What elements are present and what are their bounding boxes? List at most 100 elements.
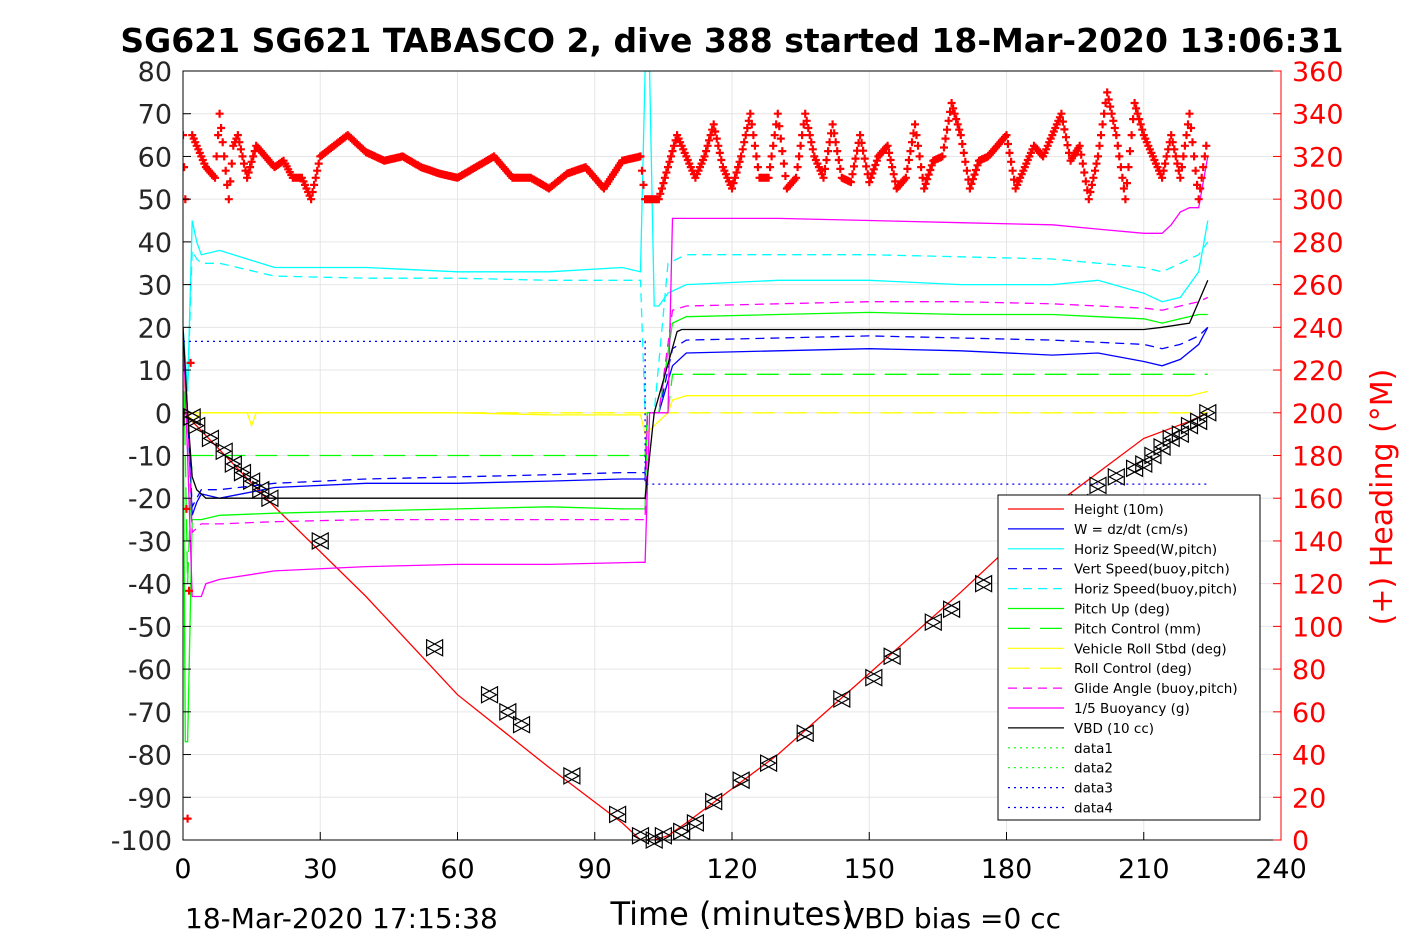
heading-point [824,147,833,156]
heading-point [802,116,811,125]
depth-marker-left [865,668,883,687]
heading-point [917,163,926,172]
heading-point [1092,159,1101,168]
heading-point [926,166,935,174]
heading-point [901,173,910,182]
series-horiz [183,71,1209,392]
heading-point [1135,115,1144,124]
heading-point [1094,152,1102,161]
heading-point [846,178,855,187]
heading-point [885,148,894,157]
heading-point [970,170,979,179]
heading-point [766,163,775,172]
right-tick-label: 300 [1292,185,1344,216]
y-axis-ticks: 80 70 60 50 40 30 20 10 0 -10 -20 -30 -40 -50 -60 -70 -8… [111,57,191,857]
heading-point [706,131,715,140]
heading-point [1098,120,1107,129]
heading-point [1130,99,1139,107]
depth-marker-left [1089,476,1107,495]
heading-point [705,136,714,145]
right-tick-label: 120 [1292,570,1344,601]
legend-label-pcontrol: Pitch Control (mm) [1074,621,1201,637]
depth-marker-left [202,429,220,448]
legend-label-data3: data3 [1074,781,1113,797]
footer-vbd-bias: VBD bias =0 cc [845,902,1061,935]
heading-point [236,145,245,154]
heading-point [233,131,242,140]
heading-point [1121,195,1130,204]
series-pcontrol [183,327,1208,584]
heading-point [638,166,646,175]
heading-point [920,184,929,193]
heading-point [859,146,868,155]
depth-marker-left [311,531,329,550]
heading-point [1197,173,1206,182]
heading-point [227,159,236,168]
heading-point [1126,147,1134,156]
y-tick-label: -100 [111,826,172,857]
legend-label-horiz: Horiz Speed(W,pitch) [1074,542,1217,558]
depth-marker-left [673,822,691,841]
depth-marker-left [225,455,242,474]
heading-point [244,168,253,177]
heading-point [959,148,968,157]
x-tick-label: 90 [578,854,612,885]
heading-point [862,162,871,171]
heading-point [668,147,677,156]
heading-point [903,164,912,173]
x-tick-label: 30 [303,854,337,885]
heading-point [967,179,976,188]
heading-point [1202,141,1211,150]
right-tick-label: 260 [1292,271,1344,302]
heading-point [807,138,816,147]
heading-point [1095,141,1104,150]
heading-point [741,131,750,140]
heading-point [958,140,967,148]
y-tick-label: 0 [155,399,172,430]
legend-label-hsb: Horiz Speed(buoy,pitch) [1074,582,1237,598]
heading-point [776,134,785,143]
heading-point [821,164,829,173]
heading-point [856,131,865,140]
heading-point [836,164,845,173]
heading-point [906,147,915,156]
heading-point [734,163,743,172]
heading-point [1087,180,1096,189]
heading-point [749,131,758,140]
depth-marker-left [687,813,704,832]
heading-point [828,120,837,129]
right-tick-label: 200 [1292,399,1344,430]
heading-point [1119,184,1128,193]
y-tick-label: -30 [128,527,172,558]
y-tick-label: 50 [138,185,172,216]
y-tick-label: -90 [128,783,172,814]
heading-point [1176,173,1185,182]
heading-point [183,814,192,823]
heading-point [1112,131,1121,140]
depth-marker-left [215,442,233,461]
y-tick-label: 10 [138,356,172,387]
right-tick-label: 80 [1292,655,1326,686]
heading-point [212,152,221,161]
heading-point [860,154,869,163]
heading-point [1177,163,1186,172]
heading-point [310,180,319,189]
x-tick-label: 240 [1255,854,1307,885]
heading-point [805,131,814,140]
heading-point [778,147,787,156]
heading-point [1100,109,1109,118]
heading-point [740,138,749,147]
depth-marker-left [261,489,279,508]
depth-marker-left [183,408,201,427]
heading-point [1168,138,1177,147]
heading-point [848,170,857,179]
heading-point [972,166,980,174]
heading-point [665,157,674,166]
heading-point [850,162,858,171]
heading-point [1077,150,1086,159]
y-tick-label: 60 [138,142,172,173]
heading-point [915,152,924,161]
heading-point [956,131,965,140]
series-rcontrol [183,370,1208,414]
heading-point [211,173,219,182]
